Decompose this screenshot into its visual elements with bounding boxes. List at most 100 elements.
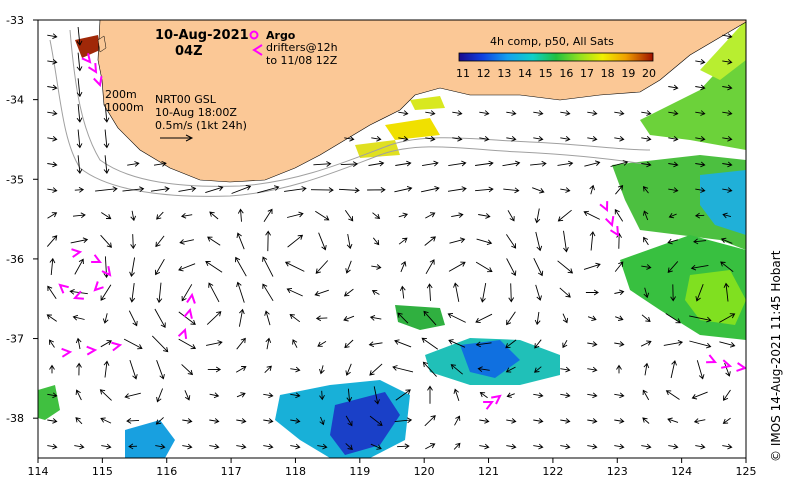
velocity-arrow (124, 392, 141, 399)
velocity-arrow (205, 261, 223, 273)
drifter-chevron (58, 283, 69, 294)
velocity-arrow (368, 160, 385, 167)
velocity-arrow (695, 284, 704, 302)
velocity-arrow (154, 308, 166, 329)
colorbar-title: 4h comp, p50, All Sats (490, 35, 614, 48)
lat-tick-label: -34 (6, 94, 24, 107)
velocity-arrow (154, 258, 165, 276)
velocity-arrow (560, 110, 571, 116)
velocity-arrow (344, 210, 354, 222)
velocity-arrow (477, 366, 490, 373)
velocity-arrow (530, 160, 547, 167)
velocity-arrow (689, 340, 712, 349)
lon-tick-label: 117 (221, 465, 242, 478)
velocity-arrow (668, 212, 677, 219)
velocity-arrow (346, 388, 353, 403)
velocity-arrow (235, 366, 247, 373)
velocity-arrow (503, 187, 520, 194)
island (97, 35, 107, 53)
velocity-arrow (480, 283, 487, 303)
velocity-arrow (182, 418, 193, 424)
velocity-arrow (310, 187, 334, 193)
velocity-arrow (695, 161, 706, 168)
velocity-arrow (557, 160, 574, 167)
sst-patch-mid (395, 305, 445, 330)
velocity-arrow (47, 161, 58, 168)
velocity-arrow (235, 256, 247, 277)
velocity-arrow (479, 110, 490, 116)
velocity-arrow (722, 417, 731, 424)
velocity-arrow (263, 418, 274, 424)
lat-tick-label: -35 (6, 173, 24, 186)
velocity-arrow (397, 443, 410, 450)
velocity-arrow (398, 110, 409, 116)
velocity-arrow (155, 235, 165, 248)
drifter-chevron (604, 215, 615, 228)
velocity-arrow (425, 110, 436, 116)
velocity-arrow (99, 389, 112, 401)
velocity-arrow (478, 213, 491, 219)
velocity-arrow (695, 58, 706, 65)
velocity-arrow (344, 339, 354, 349)
velocity-arrow (693, 418, 706, 424)
velocity-arrow (475, 186, 494, 193)
velocity-arrow (587, 392, 598, 399)
velocity-arrow (47, 392, 58, 399)
velocity-arrow (101, 212, 112, 220)
velocity-arrow (315, 315, 328, 322)
velocity-arrow (585, 289, 599, 296)
drifter-chevron (736, 362, 746, 372)
velocity-arrow (663, 339, 684, 346)
velocity-arrow (178, 263, 196, 272)
velocity-arrow (479, 418, 490, 424)
velocity-arrow (667, 238, 679, 245)
velocity-arrow (207, 236, 221, 246)
colorbar-ticks: 11 12 13 14 15 16 17 18 19 20 (456, 67, 656, 80)
velocity-arrow (130, 210, 137, 222)
velocity-arrow (426, 283, 433, 301)
velocity-arrow (76, 155, 83, 175)
lat-tick-label: -33 (6, 14, 24, 27)
velocity-arrow (47, 110, 58, 116)
velocity-arrow (205, 185, 224, 194)
velocity-arrow (290, 418, 301, 424)
velocity-arrow (395, 389, 411, 401)
velocity-arrow (557, 260, 574, 274)
velocity-arrow (123, 338, 143, 350)
velocity-arrow (286, 287, 303, 297)
velocity-arrow (587, 443, 598, 450)
velocity-arrow (587, 418, 598, 424)
colorbar-gradient (458, 52, 654, 62)
velocity-arrow (238, 308, 245, 327)
velocity-arrow (127, 161, 140, 167)
velocity-arrow (447, 186, 467, 192)
velocity-arrow (264, 365, 272, 374)
colorbar-tick-label: 20 (642, 67, 656, 80)
drifter-chevron (81, 53, 92, 64)
velocity-arrow (49, 257, 56, 276)
velocity-arrow (614, 341, 625, 347)
velocity-arrow (690, 264, 709, 271)
velocity-arrow (668, 187, 679, 193)
velocity-arrow (425, 443, 436, 450)
velocity-arrow (616, 232, 622, 249)
velocity-arrow (451, 212, 464, 219)
velocity-arrow (209, 418, 220, 424)
velocity-arrow (475, 341, 492, 348)
velocity-arrow (452, 110, 463, 116)
velocity-arrow (130, 234, 136, 250)
velocity-arrow (694, 212, 705, 219)
velocity-arrow (313, 161, 332, 167)
velocity-arrow (722, 135, 733, 142)
velocity-arrow (453, 388, 460, 402)
drifter-chevron (91, 254, 102, 263)
velocity-arrow (643, 236, 649, 246)
velocity-arrow (315, 210, 330, 221)
velocity-arrow (533, 135, 544, 142)
velocity-arrow (665, 313, 681, 324)
sst-patches (38, 20, 746, 458)
depth-200m-label: 200m (105, 88, 137, 101)
velocity-arrow (263, 443, 274, 450)
velocity-arrow (102, 313, 109, 324)
velocity-arrow (343, 288, 354, 297)
